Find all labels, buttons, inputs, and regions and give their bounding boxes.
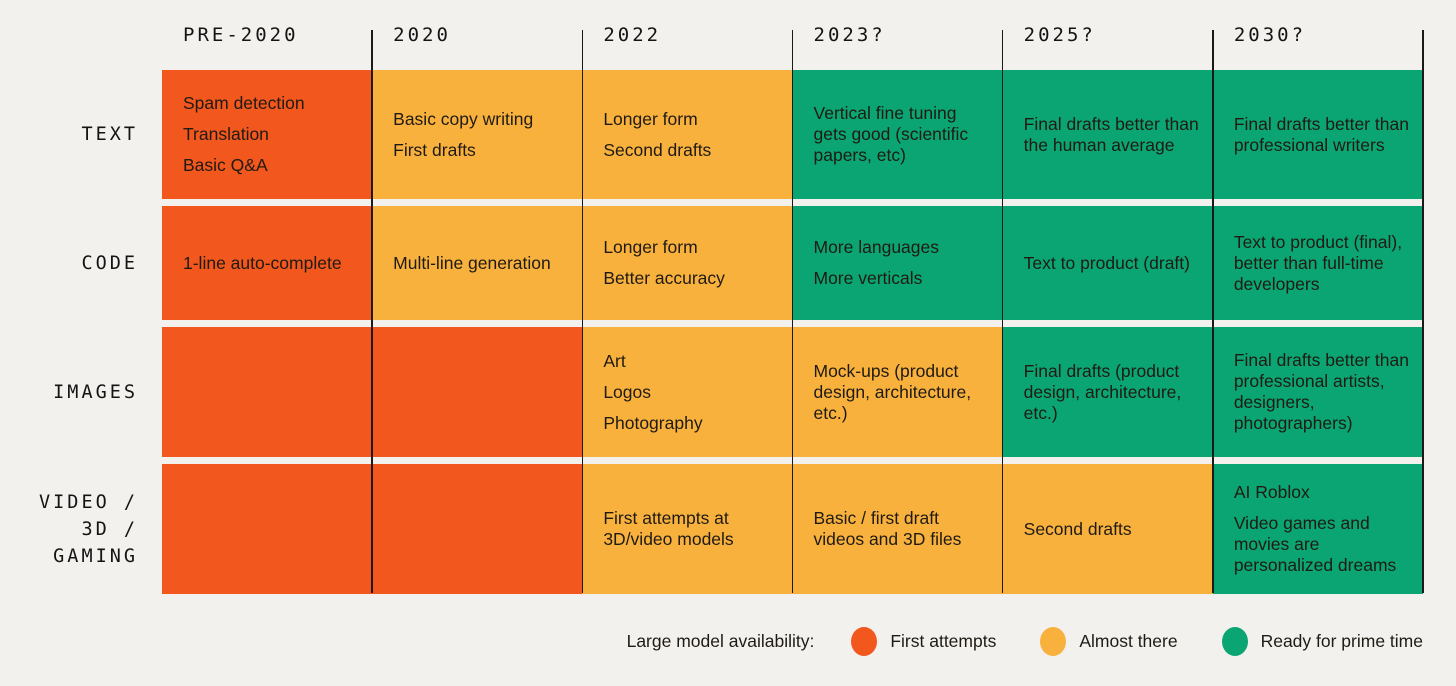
cell-item: Mock-ups (product design, architecture, … (813, 360, 972, 423)
cell-text-2030: Final drafts better than professional wr… (1212, 70, 1423, 199)
column-header-2025: 2025? (1023, 24, 1096, 46)
cell-item: More verticals (813, 268, 923, 288)
cell-images-2022: Art Logos Photography (582, 327, 793, 457)
cell-item: Logos (603, 381, 652, 402)
cell-images-2030: Final drafts better than professional ar… (1212, 327, 1423, 457)
column-separator-line (791, 30, 794, 593)
legend-item-label: First attempts (890, 630, 997, 651)
cell-images-2020 (372, 327, 583, 457)
cell-code-2023: More languages More verticals (792, 206, 1003, 320)
column-separator-line (371, 30, 373, 593)
cell-item: Better accuracy (603, 268, 725, 288)
cell-item: Video games and movies are personalized … (1233, 513, 1397, 575)
cell-code-2030: Text to product (final), better than ful… (1212, 206, 1423, 320)
ready-for-prime-time-swatch-icon (1221, 626, 1248, 656)
cell-item: Final drafts better than professional ar… (1233, 350, 1409, 433)
matrix-grid: Spam detection Translation Basic Q&A Basic … (162, 70, 1423, 594)
column-header-2030: 2030? (1233, 24, 1307, 46)
column-separator-line (581, 30, 584, 593)
legend-item-ready-for-prime-time: Ready for prime time (1221, 626, 1423, 656)
cell-video-3d-gaming-2020 (372, 464, 583, 594)
legend-item-label: Ready for prime time (1260, 630, 1423, 651)
cell-item: Second drafts (1023, 518, 1132, 539)
cell-item: Text to product (final), better than ful… (1233, 231, 1403, 294)
cell-item: First drafts (393, 139, 476, 160)
row-label-images: IMAGES (53, 381, 138, 403)
cell-text-2025: Final drafts better than the human avera… (1002, 70, 1213, 199)
cell-item: Photography (603, 412, 703, 433)
column-headers: PRE-2020 2020 2022 2023? 2025? 2030? (162, 24, 1423, 46)
cell-video-3d-gaming-2030: AI Roblox Video games and movies are pers… (1212, 464, 1423, 594)
cell-item: Final drafts (product design, architectu… (1023, 360, 1182, 423)
cell-item: Basic / first draft videos and 3D files (813, 508, 962, 549)
column-header-2022: 2022 (603, 24, 662, 46)
row-label-text: TEXT (81, 124, 138, 145)
cell-item: Spam detection (183, 93, 305, 113)
column-header-2020: 2020 (393, 24, 451, 46)
cell-images-pre-2020 (162, 327, 373, 457)
legend-item-first-attempts: First attempts (851, 626, 997, 656)
cell-item: Translation (183, 124, 269, 144)
cell-text-pre-2020: Spam detection Translation Basic Q&A (162, 70, 373, 199)
cell-item: Final drafts better than the human avera… (1023, 113, 1199, 155)
legend-item-label: Almost there (1079, 630, 1178, 651)
cell-code-2020: Multi-line generation (372, 206, 583, 320)
row-label-video-3d-gaming: VIDEO /3D / GAMING (39, 491, 138, 567)
cell-item: Longer form (603, 108, 698, 129)
cell-item: First attempts at 3D/video models (603, 508, 734, 549)
cell-video-3d-gaming-2022: First attempts at 3D/video models (582, 464, 793, 594)
cell-item: Basic Q&A (183, 155, 268, 175)
row-label-code: CODE (81, 252, 138, 274)
row-labels: TEXT CODE IMAGES VIDEO /3D / GAMING (0, 70, 138, 594)
cell-item: Text to product (draft) (1023, 252, 1190, 273)
cell-images-2023: Mock-ups (product design, architecture, … (792, 327, 1003, 457)
cell-item: Second drafts (603, 139, 712, 160)
cell-images-2025: Final drafts (product design, architectu… (1002, 327, 1213, 457)
cell-item: Longer form (603, 237, 698, 257)
cell-item: Final drafts better than professional wr… (1233, 113, 1409, 155)
legend-items: First attempts Almost there Ready for prim… (851, 626, 1423, 656)
cell-item: Multi-line generation (393, 252, 551, 273)
cell-item: Art (603, 350, 626, 371)
cell-text-2022: Longer form Second drafts (582, 70, 793, 199)
column-separator-line (1001, 30, 1004, 593)
cell-item: AI Roblox (1233, 482, 1310, 502)
cell-item: 1-line auto-complete (183, 252, 342, 273)
cell-code-2025: Text to product (draft) (1002, 206, 1213, 320)
first-attempts-swatch-icon (851, 626, 878, 656)
cell-item: More languages (813, 237, 940, 257)
column-header-2023: 2023? (813, 24, 886, 46)
cell-code-2022: Longer form Better accuracy (582, 206, 793, 320)
cell-text-2020: Basic copy writing First drafts (372, 70, 583, 199)
column-separator-line (1212, 30, 1214, 593)
cell-code-pre-2020: 1-line auto-complete (162, 206, 373, 320)
cell-text-2023: Vertical fine tuning gets good (scientif… (792, 70, 1003, 199)
column-separator-line (1422, 30, 1424, 593)
cell-video-3d-gaming-2023: Basic / first draft videos and 3D files (792, 464, 1003, 594)
legend: Large model availability: First attempts… (627, 626, 1423, 656)
cell-item: Vertical fine tuning gets good (scientif… (813, 103, 969, 165)
legend-title: Large model availability: (626, 630, 815, 651)
cell-item: Basic copy writing (393, 108, 534, 129)
legend-item-almost-there: Almost there (1040, 626, 1178, 656)
almost-there-swatch-icon (1040, 626, 1067, 656)
cell-video-3d-gaming-pre-2020 (162, 464, 373, 594)
cell-video-3d-gaming-2025: Second drafts (1002, 464, 1213, 594)
column-header-pre-2020: PRE-2020 (183, 24, 299, 46)
